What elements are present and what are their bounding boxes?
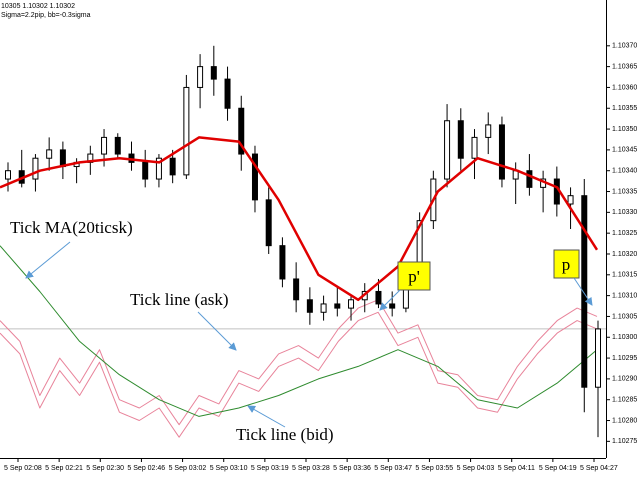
y-tick-label: 1.10290 xyxy=(612,376,637,383)
x-tick-label: 5 Sep 02:30 xyxy=(86,465,124,472)
candle-body xyxy=(485,124,492,138)
candle-body xyxy=(224,78,231,109)
candle-body xyxy=(389,303,396,309)
x-tick-label: 5 Sep 02:08 xyxy=(4,465,42,472)
y-tick-label: 1.10365 xyxy=(612,63,637,70)
y-tick-label: 1.10300 xyxy=(612,334,637,341)
candle-body xyxy=(142,161,149,180)
y-tick-label: 1.10370 xyxy=(612,43,637,50)
x-tick-label: 5 Sep 03:55 xyxy=(415,465,453,472)
x-tick-label: 5 Sep 03:02 xyxy=(169,465,207,472)
marker-box xyxy=(553,249,580,279)
series-line xyxy=(0,245,598,417)
y-tick-label: 1.10275 xyxy=(612,438,637,445)
arrow xyxy=(25,241,71,279)
x-tick-label: 5 Sep 02:46 xyxy=(127,465,165,472)
x-tick-label: 5 Sep 04:19 xyxy=(539,465,577,472)
x-tick-label: 5 Sep 03:28 xyxy=(292,465,330,472)
candle-body xyxy=(101,136,108,155)
y-tick-label: 1.10355 xyxy=(612,105,637,112)
y-tick-label: 1.10340 xyxy=(612,168,637,175)
x-tick-label: 5 Sep 04:27 xyxy=(580,465,618,472)
y-tick-label: 1.10285 xyxy=(612,397,637,404)
y-tick-label: 1.10310 xyxy=(612,292,637,299)
arrow xyxy=(197,311,237,351)
candle-body xyxy=(155,157,162,180)
x-tick-label: 5 Sep 03:47 xyxy=(374,465,412,472)
x-tick-label: 5 Sep 04:03 xyxy=(457,465,495,472)
candle-body xyxy=(265,199,272,247)
header-price: 10305 1.10302 1.10302 xyxy=(1,3,75,10)
y-tick-label: 1.10350 xyxy=(612,126,637,133)
candle-body xyxy=(471,136,478,159)
candle-body xyxy=(169,157,176,176)
candle-body xyxy=(526,170,533,188)
arrow xyxy=(573,277,593,306)
series-line xyxy=(0,311,598,438)
tick-ma-label: Tick MA(20ticsk) xyxy=(10,218,133,237)
y-tick-label: 1.10305 xyxy=(612,313,637,320)
y-tick-label: 1.10280 xyxy=(612,417,637,424)
header-params: Sigma=2.2pip, bb=-0.3sigma xyxy=(1,12,91,19)
y-tick-label: 1.10345 xyxy=(612,147,637,154)
y-tick-label: 1.10330 xyxy=(612,209,637,216)
candle-body xyxy=(59,149,66,168)
bid-label: Tick line (bid) xyxy=(236,425,334,444)
candle-body xyxy=(183,86,190,176)
y-tick-label: 1.10335 xyxy=(612,188,637,195)
y-tick-label: 1.10315 xyxy=(612,272,637,279)
candle-body xyxy=(567,195,574,205)
candle-body xyxy=(279,245,286,280)
series-line xyxy=(0,136,599,302)
candle-body xyxy=(32,157,39,180)
y-tick-label: 1.10320 xyxy=(612,251,637,258)
y-tick-label: 1.10295 xyxy=(612,355,637,362)
candle-body xyxy=(306,299,313,313)
candle-body xyxy=(238,107,245,155)
marker-label: p xyxy=(562,255,571,274)
candle-body xyxy=(595,328,601,388)
plot-area xyxy=(0,45,606,438)
marker-box xyxy=(397,261,431,291)
candle-body xyxy=(498,124,505,180)
y-tick-label: 1.10325 xyxy=(612,230,637,237)
candle-body xyxy=(457,120,464,159)
candle-body xyxy=(320,303,327,313)
candle-body xyxy=(114,136,121,155)
candle-body xyxy=(348,299,355,309)
series-line xyxy=(0,299,598,426)
x-tick-label: 5 Sep 02:21 xyxy=(45,465,83,472)
x-tick-label: 5 Sep 03:36 xyxy=(333,465,371,472)
candle-body xyxy=(251,153,258,201)
candle-body xyxy=(293,278,300,301)
candle-body xyxy=(581,195,588,388)
candle-body xyxy=(46,149,53,159)
candle-body xyxy=(375,290,382,305)
x-tick-label: 5 Sep 03:10 xyxy=(210,465,248,472)
candle-body xyxy=(5,170,11,180)
candle-body xyxy=(197,66,204,88)
candle-body xyxy=(334,303,341,309)
candle-body xyxy=(210,66,217,80)
candle-body xyxy=(444,120,451,180)
arrow xyxy=(247,405,286,428)
marker-label: p' xyxy=(408,267,420,286)
x-tick-label: 5 Sep 04:11 xyxy=(498,465,535,472)
y-tick-label: 1.10360 xyxy=(612,84,637,91)
x-tick-label: 5 Sep 03:19 xyxy=(251,465,289,472)
ask-label: Tick line (ask) xyxy=(130,290,229,309)
arrow xyxy=(379,289,401,311)
